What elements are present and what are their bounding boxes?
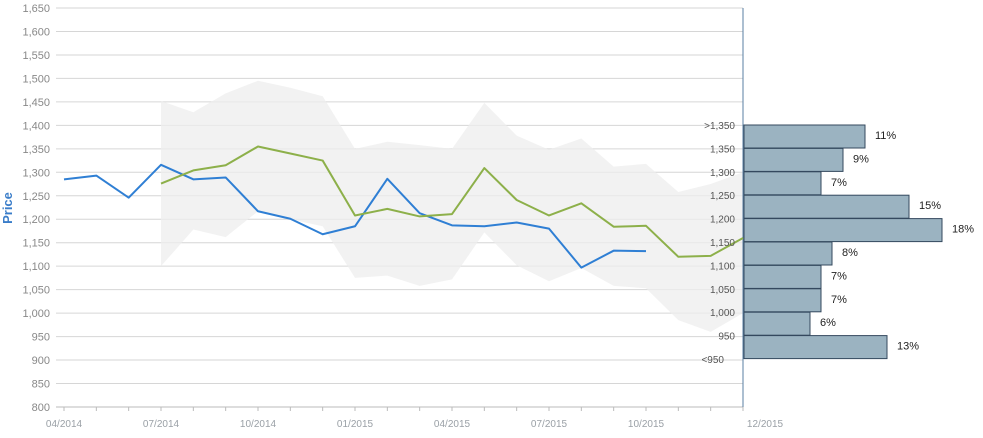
histogram-bin-label: >1,350 <box>704 121 735 132</box>
histogram-pct-label: 15% <box>919 200 941 212</box>
x-tick-label: 01/2015 <box>337 419 374 430</box>
y-axis-title: Price <box>0 192 15 224</box>
histogram-bin-label: 950 <box>718 332 735 343</box>
histogram-pct-label: 7% <box>831 270 847 282</box>
y-tick-label: 850 <box>32 379 50 391</box>
y-tick-label: 1,600 <box>22 26 50 38</box>
histogram-pct-label: 7% <box>831 177 847 189</box>
histogram-bar <box>743 241 833 266</box>
x-tick-label: 07/2015 <box>531 419 568 430</box>
histogram-bar <box>743 147 844 172</box>
histogram-bar <box>743 124 866 149</box>
histogram-pct-label: 7% <box>831 294 847 306</box>
y-tick-label: 1,400 <box>22 120 50 132</box>
histogram-pct-label: 8% <box>842 247 858 259</box>
y-tick-label: 1,100 <box>22 261 50 273</box>
y-tick-label: 1,450 <box>22 97 50 109</box>
histogram-bin-label: <950 <box>701 355 724 366</box>
x-tick-label: 04/2015 <box>434 419 471 430</box>
histogram-bin-label: 1,250 <box>710 191 735 202</box>
histogram-bin-label: 1,300 <box>710 168 735 179</box>
y-tick-label: 1,300 <box>22 167 50 179</box>
histogram-bin-label: 1,150 <box>710 238 735 249</box>
histogram-bin-label: 1,200 <box>710 215 735 226</box>
y-tick-label: 1,250 <box>22 191 50 203</box>
histogram-bar <box>743 194 910 219</box>
y-tick-label: 1,150 <box>22 238 50 250</box>
y-tick-label: 1,650 <box>22 3 50 15</box>
y-tick-label: 1,350 <box>22 144 50 156</box>
histogram-pct-label: 18% <box>952 224 974 236</box>
y-tick-label: 1,000 <box>22 308 50 320</box>
y-tick-label: 800 <box>32 402 50 414</box>
histogram-bar <box>743 288 822 313</box>
histogram-pct-label: 13% <box>897 341 919 353</box>
histogram-pct-label: 6% <box>820 317 836 329</box>
histogram-bar <box>743 171 822 196</box>
x-tick-label: 10/2015 <box>628 419 665 430</box>
histogram-bin-label: 1,050 <box>710 285 735 296</box>
histogram-pct-label: 11% <box>875 130 896 142</box>
x-tick-label: 10/2014 <box>240 419 277 430</box>
series-line-1 <box>63 163 647 269</box>
histogram-pct-label: 9% <box>853 153 869 165</box>
x-tick-label: 07/2014 <box>143 419 180 430</box>
histogram-bar <box>743 311 811 336</box>
y-tick-label: 1,550 <box>22 50 50 62</box>
forecast-band <box>161 80 743 332</box>
histogram-bin-label: 1,350 <box>710 144 735 155</box>
y-tick-label: 1,050 <box>22 285 50 297</box>
y-tick-label: 1,500 <box>22 73 50 85</box>
y-tick-label: 950 <box>32 332 50 344</box>
confidence-band <box>161 80 743 332</box>
x-tick-label: 12/2015 <box>747 419 784 430</box>
histogram: 11% >1,350 9% 1,350 7% 1,300 15% 1,250 18% 1,200 8… <box>701 121 974 366</box>
y-tick-label: 900 <box>32 355 50 367</box>
y-tick-label: 1,200 <box>22 214 50 226</box>
histogram-bin-label: 1,100 <box>710 261 735 272</box>
histogram-bin-label: 1,000 <box>710 308 735 319</box>
histogram-bar <box>743 264 822 289</box>
x-tick-label: 04/2014 <box>46 419 83 430</box>
series-line-2 <box>160 145 744 258</box>
histogram-bar <box>743 218 943 243</box>
series-lines <box>63 145 744 269</box>
axes: 800 850 900 950 1,000 1,050 1,100 1,150 1,200 1,2… <box>22 3 783 430</box>
histogram-bar <box>743 335 888 360</box>
